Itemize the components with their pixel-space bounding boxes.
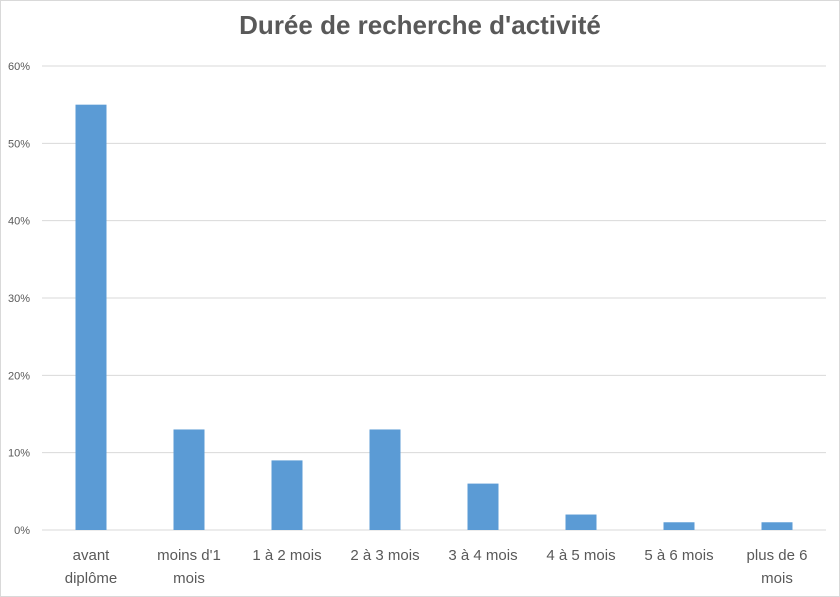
y-tick-label: 30%: [8, 293, 30, 305]
y-tick-label: 0%: [14, 525, 30, 537]
x-tick-label: mois: [173, 570, 205, 587]
x-tick-label: diplôme: [65, 570, 118, 587]
y-tick-label: 10%: [8, 448, 30, 460]
bar: [271, 460, 303, 530]
bar: [369, 429, 401, 530]
bar: [761, 522, 793, 530]
x-tick-label: plus de 6: [747, 547, 808, 564]
x-tick-label: 4 à 5 mois: [546, 547, 615, 564]
x-tick-label: mois: [761, 570, 793, 587]
bar: [173, 429, 205, 530]
y-tick-label: 50%: [8, 138, 30, 150]
x-tick-label: 2 à 3 mois: [350, 547, 419, 564]
x-tick-label: 5 à 6 mois: [644, 547, 713, 564]
chart-title: Durée de recherche d'activité: [239, 10, 601, 40]
x-tick-label: 1 à 2 mois: [252, 547, 321, 564]
x-tick-label: moins d'1: [157, 547, 221, 564]
y-tick-label: 40%: [8, 216, 30, 228]
bar: [75, 104, 107, 531]
x-tick-label: 3 à 4 mois: [448, 547, 517, 564]
y-tick-label: 20%: [8, 370, 30, 382]
bar: [565, 514, 597, 530]
bar: [467, 483, 499, 530]
y-tick-label: 60%: [8, 61, 30, 73]
x-tick-label: avant: [73, 547, 111, 564]
bar: [663, 522, 695, 530]
